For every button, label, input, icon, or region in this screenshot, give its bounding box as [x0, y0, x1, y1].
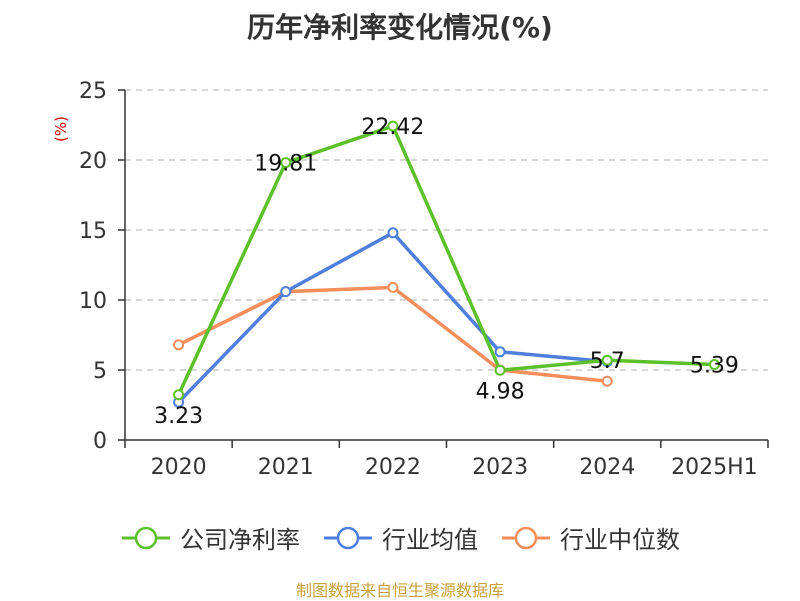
data-label-2023: 4.98	[476, 379, 525, 404]
axes: 0 5 10 15 20 25 2020 2021 2022 2023 2024 2025H1	[79, 79, 769, 480]
source-footer: 制图数据来自恒生聚源数据库	[295, 581, 504, 600]
data-label-2020: 3.23	[154, 404, 203, 429]
point-company-2023	[494, 364, 506, 376]
grid-lines	[125, 89, 768, 371]
point-company-2022	[387, 120, 399, 132]
point-industry-avg-2021	[280, 286, 292, 298]
data-label-2021: 19.81	[254, 152, 317, 177]
point-company-2021	[280, 157, 292, 169]
y-tick-label-15: 15	[79, 219, 107, 244]
data-label-2024: 5.7	[590, 349, 625, 374]
y-tick-label-20: 20	[79, 149, 107, 174]
x-tick-label-2023: 2023	[472, 455, 528, 480]
legend-marker-industry-avg	[322, 523, 374, 553]
x-tick-label-2020: 2020	[151, 455, 207, 480]
legend-item-company[interactable]: 公司净利率	[120, 520, 300, 555]
legend-marker-company	[120, 523, 172, 553]
legend-item-industry-median[interactable]: 行业中位数	[500, 520, 680, 555]
point-industry-avg-2022	[387, 227, 399, 239]
y-tick-label-5: 5	[93, 359, 107, 384]
legend-marker-industry-median	[500, 523, 552, 553]
point-company-2024	[601, 354, 613, 366]
point-industry-median-2020	[173, 339, 185, 351]
legend-label-industry-median: 行业中位数	[560, 526, 680, 554]
data-label-2025H1: 5.39	[690, 354, 739, 379]
x-tick-label-2025H1: 2025H1	[671, 455, 758, 480]
data-labels: 3.23 19.81 22.42 4.98 5.7 5.39	[154, 115, 739, 429]
series-line-company	[176, 124, 715, 396]
y-tick-label-0: 0	[93, 429, 107, 454]
y-tick-label-25: 25	[79, 79, 107, 104]
point-industry-median-2022	[387, 281, 399, 293]
chart-title: 历年净利率变化情况(%)	[247, 11, 553, 44]
legend-label-company: 公司净利率	[180, 526, 300, 554]
legend-label-industry-avg: 行业均值	[382, 526, 478, 554]
y-tick-label-10: 10	[79, 289, 107, 314]
legend: 公司净利率 行业均值 行业中位数	[0, 520, 800, 555]
x-tick-label-2024: 2024	[579, 455, 635, 480]
point-industry-avg-2023	[494, 346, 506, 358]
x-tick-label-2021: 2021	[258, 455, 314, 480]
data-points	[173, 120, 720, 408]
x-tick-label-2022: 2022	[365, 455, 421, 480]
data-label-2022: 22.42	[361, 115, 424, 140]
point-industry-median-2024	[601, 375, 613, 387]
point-company-2020	[173, 389, 185, 401]
legend-item-industry-avg[interactable]: 行业均值	[322, 520, 478, 555]
point-company-2025H1	[708, 359, 720, 371]
